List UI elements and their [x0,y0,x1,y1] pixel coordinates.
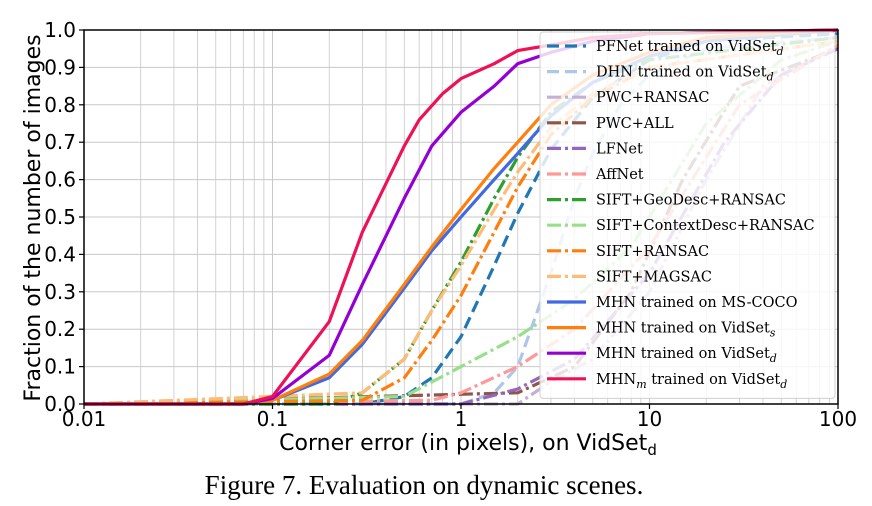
legend-label-subscript: d [777,45,784,58]
y-tick-label: 0.0 [44,392,76,416]
x-axis-label: Corner error (in pixels), on VidSetd [279,431,657,459]
legend-label-text: MHN trained on MS-COCO [596,295,798,311]
legend-label-subscript: s [770,327,776,340]
y-tick-label: 0.8 [44,93,76,117]
legend-label-text: SIFT+MAGSAC [596,269,712,285]
legend-label-2: PWC+RANSAC [596,90,709,106]
legend-label-12: MHN trained on VidSetd [596,346,777,365]
y-tick-label: 0.1 [44,355,76,379]
legend-label-text: PWC+RANSAC [596,90,709,106]
y-tick-label: 0.4 [44,242,76,266]
axis-ticks: 0.01 0.1 1 10 100 0.0 0.1 0.2 0.3 0.4 0.5 0.6 0.7 0.8… [44,18,857,431]
series-line-3 [83,47,839,406]
legend-label-text: MHN trained on VidSet [596,346,770,362]
y-tick-label: 0.7 [44,130,76,154]
legend-label-text: SIFT+RANSAC [596,244,709,260]
legend-label-subscript: m [636,378,646,391]
legend-label-text: MHN [596,372,636,388]
legend-label-suffix: trained on VidSet [647,372,781,388]
legend-label-text: PFNet trained on VidSet [596,39,777,55]
legend-label-text: LFNet [596,141,643,157]
legend-label-text: SIFT+ContextDesc+RANSAC [596,218,815,234]
legend-label-text: MHN trained on VidSet [596,321,770,337]
legend-label-text: AffNet [595,167,644,183]
legend-label-text: SIFT+GeoDesc+RANSAC [596,193,786,209]
y-axis-label: Fraction of the number of images [21,34,46,401]
y-tick-label: 0.9 [44,55,76,79]
y-tick-label: 1.0 [44,18,76,42]
y-tick-label: 0.5 [44,205,76,229]
legend-label-6: SIFT+GeoDesc+RANSAC [596,193,786,209]
x-tick-label: 1 [455,407,468,431]
legend-label-10: MHN trained on MS-COCO [596,295,798,311]
x-axis-label-main: Corner error (in pixels), on VidSet [279,431,648,456]
legend-box [539,31,836,399]
legend-label-7: SIFT+ContextDesc+RANSAC [596,218,815,234]
x-axis-label-subscript: d [647,441,657,459]
x-tick-label: 0.01 [62,407,107,431]
legend-label-subscript: d [780,378,787,391]
legend-label-0: PFNet trained on VidSetd [596,39,784,58]
legend-label-3: PWC+ALL [596,116,674,132]
x-tick-label: 0.1 [257,407,289,431]
legend-label-13: MHNm trained on VidSetd [596,372,787,391]
x-tick-label: 10 [637,407,662,431]
y-tick-label: 0.2 [44,317,76,341]
y-tick-label: 0.3 [44,280,76,304]
y-tick-label: 0.6 [44,168,76,192]
legend-label-subscript: d [770,352,777,365]
legend-label-4: LFNet [596,141,643,157]
legend-label-subscript: d [767,71,774,84]
legend-label-text: DHN trained on VidSet [596,65,767,81]
legend-label-1: DHN trained on VidSetd [596,65,774,84]
legend-label-11: MHN trained on VidSets [596,321,776,340]
x-tick-label: 100 [819,407,857,431]
legend-label-text: PWC+ALL [596,116,674,132]
legend-label-9: SIFT+MAGSAC [596,269,712,285]
legend-label-8: SIFT+RANSAC [596,244,709,260]
figure-caption: Figure 7. Evaluation on dynamic scenes. [205,470,644,500]
legend-label-5: AffNet [595,167,644,183]
